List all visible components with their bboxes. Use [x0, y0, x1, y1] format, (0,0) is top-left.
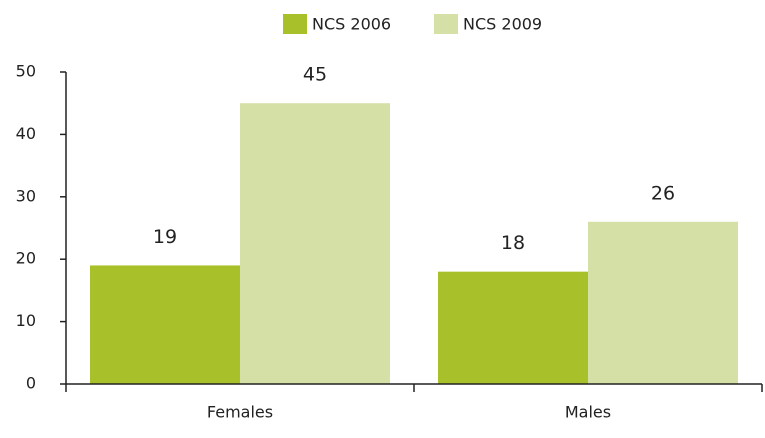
- bar: [588, 221, 738, 384]
- y-tick-label: 20: [16, 249, 36, 268]
- bar: [438, 271, 588, 384]
- x-tick-label: Females: [207, 403, 273, 422]
- y-tick-label: 50: [16, 62, 36, 81]
- value-label: 26: [651, 182, 675, 204]
- value-label: 19: [153, 226, 177, 248]
- value-label: 45: [303, 64, 327, 86]
- y-tick-label: 40: [16, 124, 36, 143]
- legend-label: NCS 2006: [312, 15, 391, 34]
- legend-swatch: [283, 14, 307, 34]
- bar: [240, 103, 390, 384]
- x-tick-label: Males: [565, 403, 611, 422]
- bar: [90, 265, 240, 384]
- legend-label: NCS 2009: [463, 15, 542, 34]
- y-tick-label: 30: [16, 186, 36, 205]
- y-tick-label: 10: [16, 311, 36, 330]
- y-tick-label: 0: [26, 374, 36, 393]
- legend-swatch: [434, 14, 458, 34]
- value-label: 18: [501, 232, 525, 254]
